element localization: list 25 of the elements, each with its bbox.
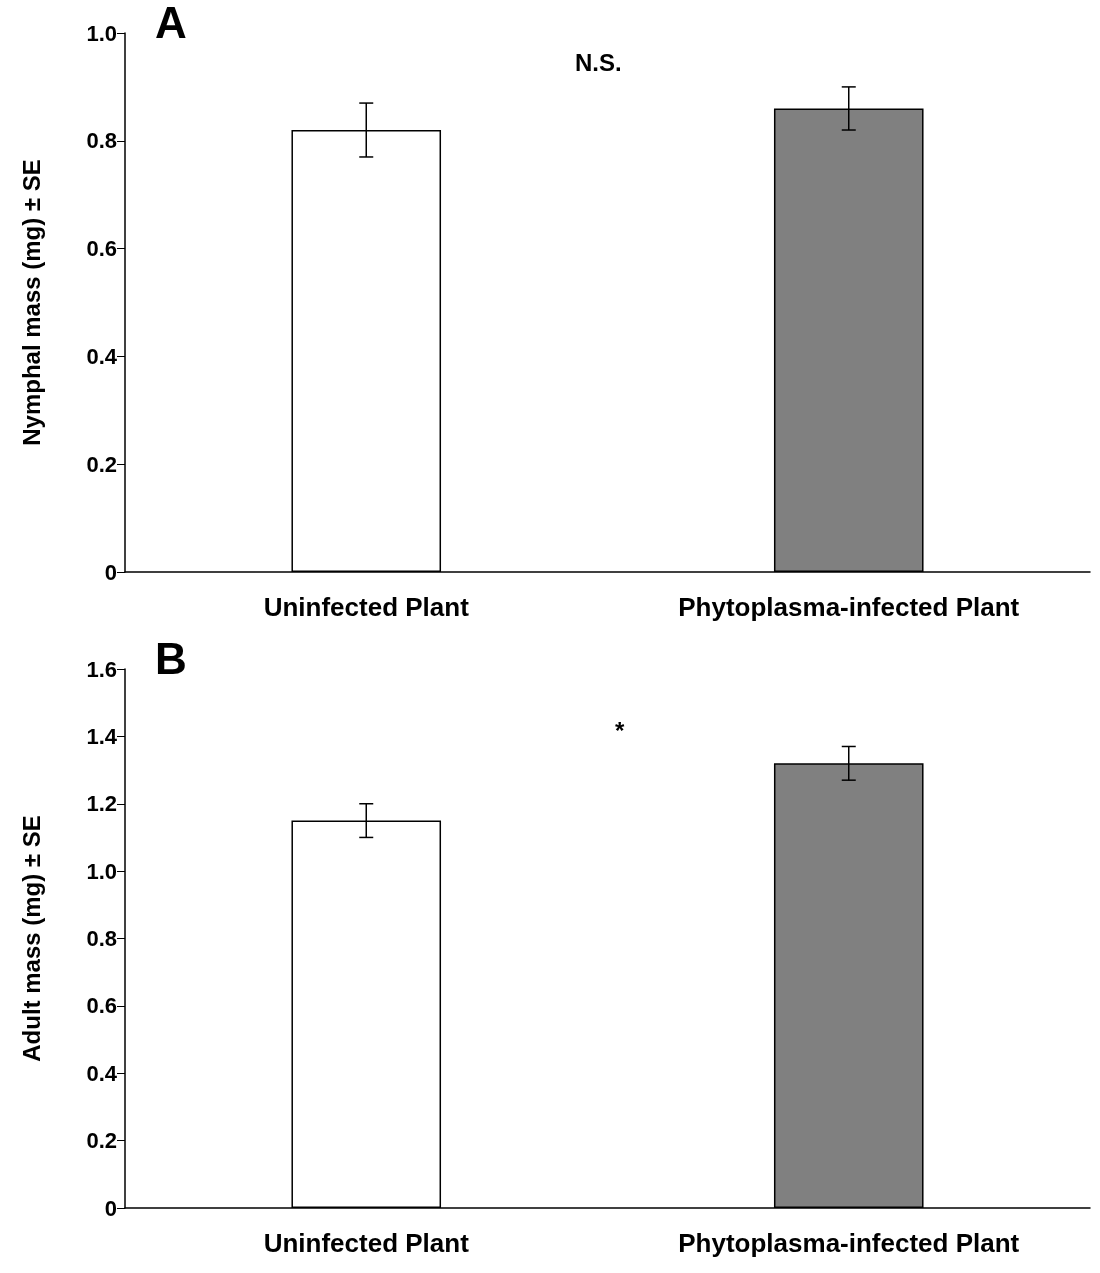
y-axis-title: Nymphal mass (mg) ± SE xyxy=(17,159,45,446)
annotation: * xyxy=(615,716,625,744)
y-tick-label: 1.6 xyxy=(86,656,117,682)
y-tick-label: 1.0 xyxy=(86,20,117,46)
x-tick-label: Phytoplasma-infected Plant xyxy=(678,592,1020,622)
y-tick-label: 0.8 xyxy=(86,926,117,951)
y-tick-label: 0.4 xyxy=(86,1060,118,1086)
y-tick-label: 0 xyxy=(104,559,117,585)
annotation: B xyxy=(155,633,187,683)
y-tick-label: 0.2 xyxy=(86,451,117,477)
y-axis-title: Adult mass (mg) ± SE xyxy=(17,815,45,1062)
y-tick-label: 0 xyxy=(104,1195,117,1221)
y-tick-label: 0.4 xyxy=(86,343,118,369)
y-tick-label: 0.6 xyxy=(86,993,117,1019)
y-tick-label: 0.6 xyxy=(86,236,117,262)
y-tick-label: 0.2 xyxy=(86,1128,117,1154)
x-tick-label: Phytoplasma-infected Plant xyxy=(678,1228,1020,1258)
y-tick-label: 0.8 xyxy=(86,128,117,154)
y-tick-label: 1.0 xyxy=(86,858,117,884)
y-tick-label: 1.4 xyxy=(86,723,118,749)
x-tick-label: Uninfected Plant xyxy=(263,592,470,622)
annotation: A xyxy=(155,0,187,47)
x-tick-label: Uninfected Plant xyxy=(263,1228,470,1258)
annotation: N.S. xyxy=(575,48,622,76)
y-tick-label: 1.2 xyxy=(86,791,117,817)
